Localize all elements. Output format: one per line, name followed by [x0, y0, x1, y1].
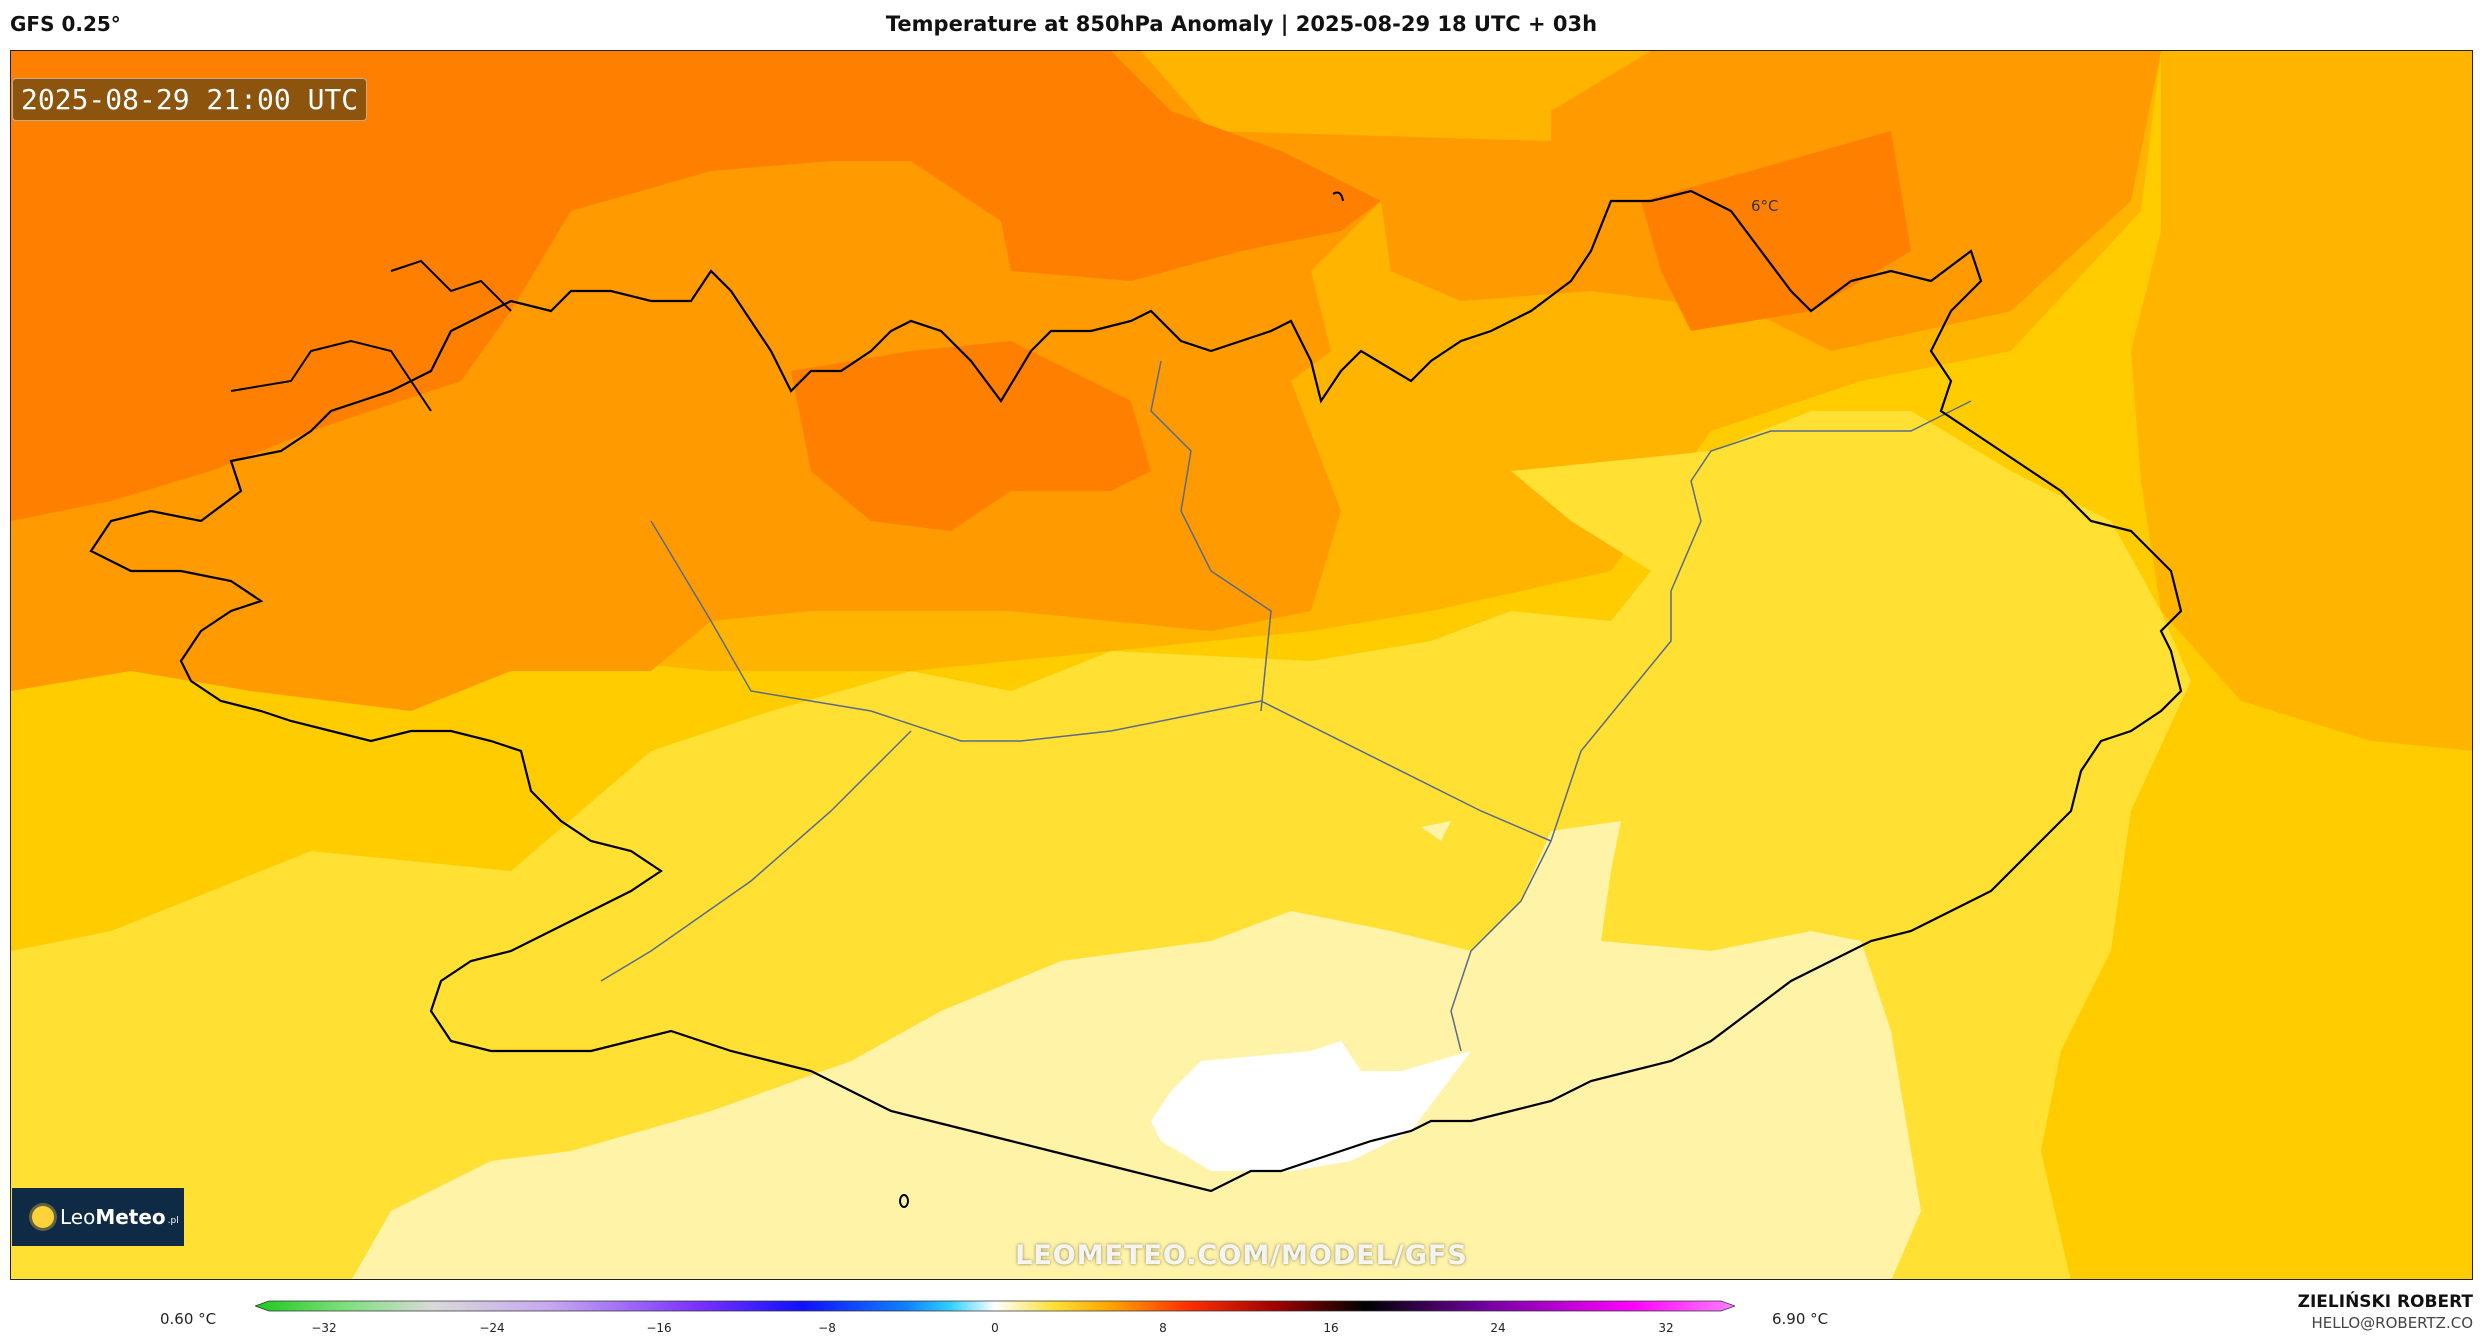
colorbar-gradient	[253, 1300, 1737, 1312]
band-amber-east	[2131, 51, 2472, 751]
band-pale-islet	[1421, 821, 1451, 841]
colorbar-tick: 8	[1159, 1321, 1167, 1335]
coastline-islet	[1332, 191, 1344, 202]
colorbar-tick: 0	[991, 1321, 999, 1335]
colorbar-tick: 32	[1658, 1321, 1673, 1335]
model-label: GFS 0.25°	[10, 12, 121, 36]
sun-icon	[32, 1206, 54, 1228]
watermark: LEOMETEO.COM/MODEL/GFS	[1015, 1240, 1468, 1271]
colorbar-tick: −16	[646, 1321, 671, 1335]
band-dark-orange-northeast	[1641, 131, 1911, 331]
anomaly-map: 6°C	[11, 51, 2472, 1279]
colorbar-ticks: −32 −24 −16 −8 0 8 16 24 32	[311, 1321, 1673, 1335]
map-title: Temperature at 850hPa Anomaly | 2025-08-…	[885, 12, 1598, 36]
map-area[interactable]: 6°C	[10, 50, 2473, 1280]
colorbar-tick: 24	[1490, 1321, 1505, 1335]
author-credit: ZIELIŃSKI ROBERT HELLO@ROBERTZ.CO	[2298, 1292, 2473, 1334]
colorbar-tick: −8	[818, 1321, 836, 1335]
author-name: ZIELIŃSKI ROBERT	[2297, 1292, 2473, 1312]
colorbar-tick: 16	[1323, 1321, 1338, 1335]
band-pale	[352, 821, 1921, 1279]
colorbar-tick: −24	[479, 1321, 504, 1335]
legend-max-label: 6.90 °C	[1772, 1310, 1829, 1328]
band-white-max	[1151, 1041, 1471, 1171]
contour-label: 6°C	[1751, 197, 1779, 215]
coastline-westfjords	[230, 339, 432, 412]
valid-time-badge: 2025-08-29 21:00 UTC	[12, 78, 368, 121]
logo-text-part2: Meteo	[95, 1205, 166, 1229]
colorbar-tick: −32	[311, 1321, 336, 1335]
coastline	[89, 189, 2183, 1193]
logo-suffix: .pl	[167, 1216, 179, 1226]
band-gold-east	[2041, 611, 2472, 1279]
logo-text-part1: Leo	[60, 1205, 96, 1229]
coastline-fjord	[390, 259, 512, 312]
colorbar: −32 −24 −16 −8 0 8 16 24 32	[253, 1300, 1737, 1342]
leometeo-logo[interactable]: Leo Meteo .pl	[12, 1188, 184, 1246]
region-borders	[600, 360, 1972, 1052]
legend-min-label: 0.60 °C	[160, 1310, 217, 1328]
coastline-island	[899, 1194, 909, 1208]
author-email[interactable]: HELLO@ROBERTZ.CO	[2311, 1314, 2473, 1332]
band-dark-orange-central	[791, 341, 1151, 531]
